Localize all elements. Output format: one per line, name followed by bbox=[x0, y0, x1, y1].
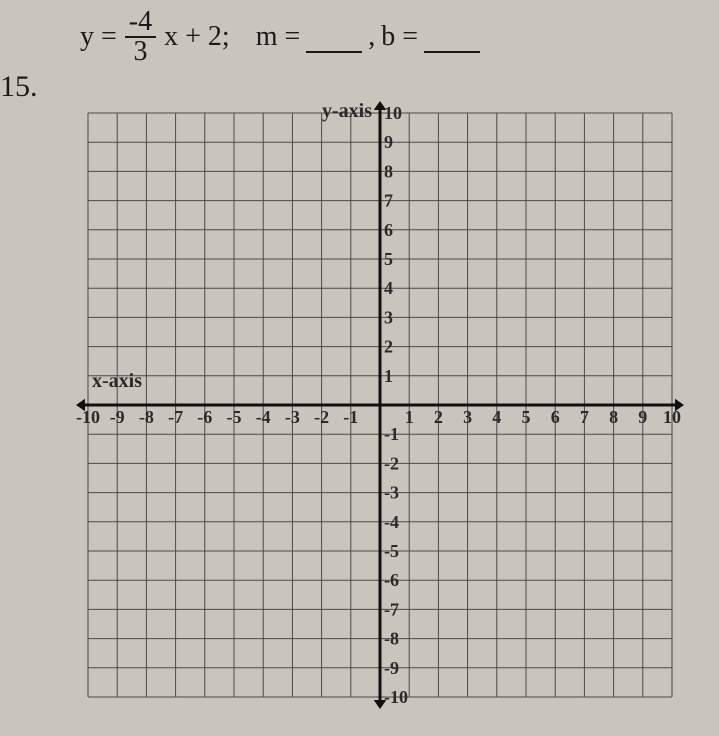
svg-text:-1: -1 bbox=[384, 424, 399, 444]
svg-text:5: 5 bbox=[522, 407, 531, 427]
problem-number: 15. bbox=[0, 70, 38, 104]
m-blank[interactable] bbox=[306, 21, 362, 54]
svg-text:-2: -2 bbox=[384, 453, 399, 473]
comma: , bbox=[368, 21, 375, 53]
svg-text:-9: -9 bbox=[384, 658, 399, 678]
svg-text:6: 6 bbox=[551, 407, 560, 427]
svg-text:-8: -8 bbox=[139, 407, 154, 427]
svg-text:10: 10 bbox=[663, 407, 681, 427]
equation-row: y = -4 3 x + 2; m = , b = bbox=[80, 8, 480, 66]
svg-text:8: 8 bbox=[609, 407, 618, 427]
svg-text:7: 7 bbox=[384, 191, 393, 211]
svg-text:-7: -7 bbox=[384, 599, 399, 619]
svg-text:3: 3 bbox=[463, 407, 472, 427]
fraction-denominator: 3 bbox=[129, 38, 151, 66]
svg-text:-5: -5 bbox=[227, 407, 242, 427]
equation-after-frac: x + 2; bbox=[164, 21, 230, 53]
svg-text:9: 9 bbox=[384, 132, 393, 152]
svg-text:8: 8 bbox=[384, 161, 393, 181]
svg-text:-1: -1 bbox=[343, 407, 358, 427]
svg-text:2: 2 bbox=[384, 337, 393, 357]
b-blank[interactable] bbox=[424, 21, 480, 54]
svg-text:7: 7 bbox=[580, 407, 589, 427]
svg-text:2: 2 bbox=[434, 407, 443, 427]
svg-text:-3: -3 bbox=[384, 483, 399, 503]
svg-text:1: 1 bbox=[405, 407, 414, 427]
svg-text:6: 6 bbox=[384, 220, 393, 240]
svg-text:-6: -6 bbox=[197, 407, 212, 427]
svg-text:-4: -4 bbox=[256, 407, 271, 427]
equation-lhs: y = bbox=[80, 21, 117, 53]
svg-text:5: 5 bbox=[384, 249, 393, 269]
b-label: b = bbox=[381, 21, 418, 53]
svg-text:4: 4 bbox=[492, 407, 501, 427]
svg-text:y-axis: y-axis bbox=[322, 100, 372, 122]
svg-text:3: 3 bbox=[384, 307, 393, 327]
svg-text:-9: -9 bbox=[110, 407, 125, 427]
svg-text:-3: -3 bbox=[285, 407, 300, 427]
svg-text:-4: -4 bbox=[384, 512, 399, 532]
svg-text:9: 9 bbox=[638, 407, 647, 427]
svg-text:4: 4 bbox=[384, 278, 393, 298]
svg-text:-10: -10 bbox=[384, 687, 408, 707]
svg-text:1: 1 bbox=[384, 366, 393, 386]
svg-text:-7: -7 bbox=[168, 407, 183, 427]
fraction: -4 3 bbox=[125, 8, 156, 66]
cartesian-graph: -10-9-8-7-6-5-4-3-2-11234567891010987654… bbox=[70, 95, 690, 715]
svg-text:-10: -10 bbox=[76, 407, 100, 427]
svg-text:10: 10 bbox=[384, 103, 402, 123]
m-label: m = bbox=[256, 21, 301, 53]
svg-text:-2: -2 bbox=[314, 407, 329, 427]
svg-text:-5: -5 bbox=[384, 541, 399, 561]
svg-text:x-axis: x-axis bbox=[92, 370, 142, 392]
fraction-numerator: -4 bbox=[125, 8, 156, 38]
svg-text:-8: -8 bbox=[384, 629, 399, 649]
graph-svg: -10-9-8-7-6-5-4-3-2-11234567891010987654… bbox=[70, 95, 690, 715]
svg-text:-6: -6 bbox=[384, 570, 399, 590]
